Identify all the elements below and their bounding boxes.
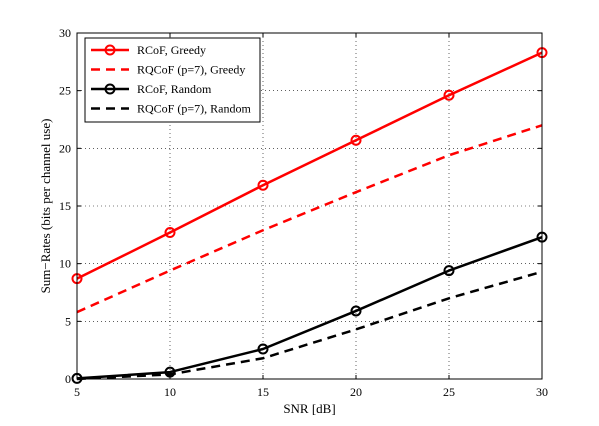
y-tick-label: 5 bbox=[65, 314, 71, 328]
y-axis-label: Sum−Rates (bits per channel use) bbox=[38, 119, 53, 294]
series-layer bbox=[71, 47, 548, 384]
legend: RCoF, Greedy RQCoF (p=7), Greedy RCoF, Ran… bbox=[84, 37, 261, 123]
series-line-2 bbox=[76, 124, 543, 314]
series-point-1 bbox=[443, 89, 455, 101]
x-tick-label: 30 bbox=[536, 385, 548, 399]
legend-label: RQCoF (p=7), Random bbox=[137, 102, 251, 116]
grid bbox=[77, 33, 542, 379]
series-point-1 bbox=[164, 227, 176, 239]
x-tick-label: 5 bbox=[74, 385, 80, 399]
y-tick-label: 25 bbox=[59, 84, 71, 98]
x-tick-label: 25 bbox=[443, 385, 455, 399]
x-tick-label: 20 bbox=[350, 385, 362, 399]
y-tick-label: 20 bbox=[59, 141, 71, 155]
x-tick-label: 10 bbox=[164, 385, 176, 399]
y-tick-label: 30 bbox=[59, 26, 71, 40]
x-tick-label: 15 bbox=[257, 385, 269, 399]
legend-swatch-marker bbox=[104, 44, 116, 56]
legend-swatch-marker bbox=[104, 83, 116, 95]
legend-label: RCoF, Random bbox=[137, 82, 212, 96]
series-point-1 bbox=[257, 179, 269, 191]
legend-label: RQCoF (p=7), Greedy bbox=[137, 63, 245, 77]
series-line-4 bbox=[76, 270, 543, 381]
x-axis-label: SNR [dB] bbox=[283, 401, 335, 416]
y-tick-label: 0 bbox=[65, 372, 71, 386]
legend-label: RCoF, Greedy bbox=[137, 43, 206, 57]
series-line-3 bbox=[76, 235, 543, 380]
y-tick-label: 10 bbox=[59, 257, 71, 271]
series-point-1 bbox=[350, 134, 362, 146]
series-point-3 bbox=[257, 343, 269, 355]
series-point-3 bbox=[350, 305, 362, 317]
y-tick-label: 15 bbox=[59, 199, 71, 213]
series-line-1 bbox=[76, 51, 543, 280]
series-point-3 bbox=[443, 265, 455, 277]
